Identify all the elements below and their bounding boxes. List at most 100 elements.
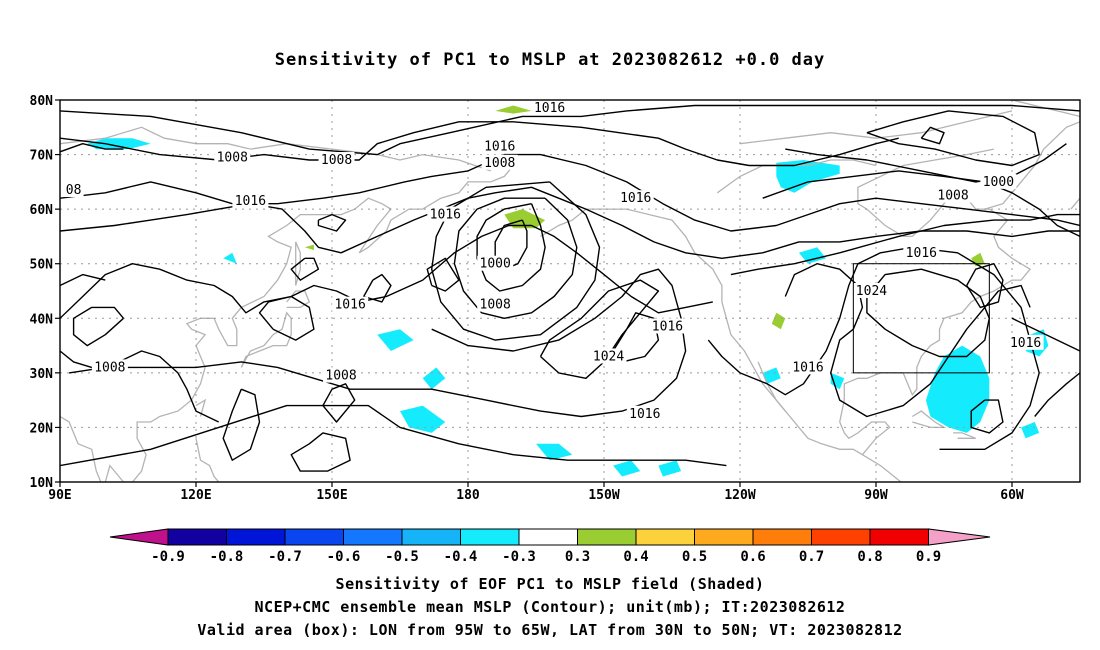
lat-tick-label: 20N: [30, 421, 54, 436]
contour-label-background: [91, 359, 128, 375]
lon-tick-label: 90W: [864, 488, 888, 503]
coastline-segment: [839, 421, 891, 456]
contour-label: 1000: [983, 175, 1014, 190]
sensitivity-negative-area: [925, 345, 990, 433]
contour-label: 1008: [94, 360, 125, 375]
lon-tick-label: 120W: [724, 488, 755, 503]
contour-label: 1008: [217, 150, 248, 165]
coastline-segment: [295, 241, 301, 286]
isobar: [60, 153, 1080, 232]
contour-label: 1016: [792, 360, 823, 375]
sensitivity-negative-area: [1021, 422, 1040, 439]
contour-label-background: [790, 359, 826, 375]
lon-tick-label: 150W: [588, 488, 619, 503]
contour-label: 1008: [937, 189, 968, 204]
isobar: [60, 273, 106, 287]
colorbar-low-arrow: [109, 528, 169, 546]
coastline-segment: [1070, 197, 1080, 210]
colorbar-high-arrow: [928, 528, 991, 546]
contour-label-background: [590, 348, 627, 364]
contour-label-background: [1007, 334, 1044, 350]
isobar: [60, 404, 727, 467]
contour-label: 1016: [906, 246, 937, 261]
isobar: [866, 110, 1040, 167]
isobar: [60, 104, 1080, 156]
contour-label-background: [853, 283, 890, 298]
sensitivity-negative-area: [377, 329, 414, 351]
isobar: [363, 273, 392, 303]
coastline-segment: [195, 398, 207, 417]
coastline-segment: [60, 126, 491, 172]
contour-label-background: [323, 367, 360, 383]
sensitivity-negative-area: [223, 252, 237, 264]
contour-label: 1008: [484, 156, 515, 171]
lon-tick-label: 120E: [180, 488, 211, 503]
isobar: [966, 263, 1004, 309]
contour-label: 1016: [1010, 336, 1041, 351]
colorbar-segment: [343, 528, 403, 546]
contour-label-background: [63, 182, 84, 198]
lat-tick-label: 30N: [30, 367, 54, 382]
coastline-segment: [953, 432, 976, 439]
colorbar-segment: [694, 528, 754, 546]
contour-label: 1000: [480, 257, 511, 272]
sensitivity-positive-area: [771, 312, 786, 330]
sensitivity-negative-area: [613, 460, 641, 477]
coastline-segment: [540, 208, 902, 482]
contour-label-background: [318, 152, 355, 168]
contour-label: 1024: [593, 349, 624, 364]
contour-label: 1024: [856, 284, 887, 299]
plot-title: Sensitivity of PC1 to MSLP at 2023082612…: [274, 50, 826, 70]
colorbar-label: 0.8: [857, 549, 882, 565]
isobar: [322, 383, 356, 423]
isobar: [290, 432, 351, 472]
valid-area-box: [852, 263, 990, 374]
contour-label: 1016: [629, 407, 660, 422]
contour-label: 08: [66, 183, 82, 198]
colorbar-label: 0.5: [682, 549, 707, 565]
coastline-segment: [286, 290, 311, 309]
sensitivity-negative-area: [762, 367, 781, 384]
contour-label-background: [481, 154, 518, 170]
coastlines: [60, 100, 1080, 482]
isobar: [60, 143, 124, 153]
isobar: [707, 246, 1040, 450]
isobar: [1011, 317, 1080, 352]
lat-tick-label: 10N: [30, 476, 54, 491]
isobar: [60, 224, 713, 319]
graticule-grid: [60, 100, 1080, 482]
contour-label: 1016: [235, 194, 266, 209]
isobar: [730, 213, 1080, 276]
contour-label-background: [626, 405, 663, 421]
coastline-segment: [739, 110, 1013, 145]
map-frame: [59, 99, 1081, 483]
colorbar-segment: [460, 528, 520, 546]
sensitivity-negative-area: [87, 138, 151, 150]
colorbar-label: -0.5: [385, 549, 419, 565]
contour-label: 1016: [334, 298, 365, 313]
sensitivity-negative-area: [776, 160, 840, 193]
isobar: [317, 213, 347, 232]
colorbar-segment: [518, 528, 578, 546]
contour-labels: 1016 1016 1008 1008 1008 08 1016 1016 1016 1000 10…: [63, 100, 1044, 422]
contour-label-background: [531, 100, 568, 116]
sensitivity-positive-area: [495, 105, 532, 114]
isobar: [784, 263, 1031, 418]
colorbar-segment: [752, 528, 812, 546]
isobar: [785, 143, 1067, 183]
contour-label-background: [232, 192, 269, 208]
contour-label-background: [617, 190, 654, 206]
colorbar-label: 0.4: [623, 549, 648, 565]
coastline-segment: [132, 165, 514, 482]
contour-label-background: [935, 187, 972, 203]
colorbar-label: 0.3: [565, 549, 590, 565]
contour-label-background: [903, 244, 940, 260]
lat-tick-label: 40N: [30, 312, 54, 327]
contour-label-background: [214, 149, 251, 165]
isobar: [866, 268, 990, 358]
contour-label: 1016: [430, 208, 461, 223]
contour-label-background: [477, 255, 514, 271]
sensitivity-negative-area: [422, 367, 446, 390]
sensitivity-positive-area: [504, 209, 546, 229]
